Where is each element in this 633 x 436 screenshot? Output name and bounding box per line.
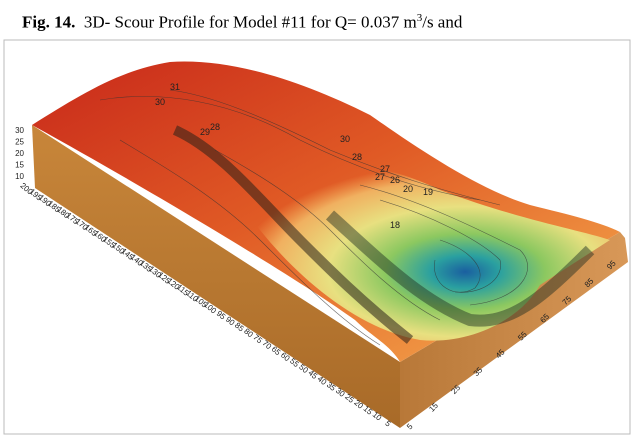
contour-label: 19 (423, 187, 433, 197)
contour-label: 29 (200, 127, 210, 137)
y-tick-label: 5 (405, 422, 415, 432)
channel (172, 125, 414, 344)
contours (99, 89, 528, 346)
caption-text: 3D- Scour Profile for Model #11 for Q= 0… (83, 12, 417, 32)
z-tick-label: 10 (15, 172, 24, 181)
z-tick-label: 15 (15, 161, 24, 170)
figure-frame (3, 39, 631, 435)
contour-label: 31 (170, 82, 180, 92)
contour-label: 18 (390, 220, 400, 230)
z-tick-label: 30 (15, 126, 24, 135)
contour-label: 30 (155, 97, 165, 107)
caption-rest: /s and (422, 12, 463, 32)
z-tick-label: 25 (15, 138, 24, 147)
caption: Fig. 14. 3D- Scour Profile for Model #11… (0, 0, 633, 36)
side-face (400, 232, 628, 428)
front-face (32, 125, 400, 428)
z-tick-label: 20 (15, 149, 24, 158)
x-tick-label: 5 (383, 419, 393, 429)
contour-label: 26 (390, 175, 400, 185)
channel (325, 210, 595, 327)
scour-hole (229, 159, 610, 341)
contour-label: 20 (403, 184, 413, 194)
contour-label: 27 (375, 172, 385, 182)
contour-label: 28 (210, 122, 220, 132)
contour-label: 27 (380, 164, 390, 174)
caption-sup: 3 (416, 12, 423, 24)
contour-label: 30 (340, 134, 350, 144)
figure-label: Fig. 14. (22, 12, 76, 32)
contour-label: 28 (352, 152, 362, 162)
